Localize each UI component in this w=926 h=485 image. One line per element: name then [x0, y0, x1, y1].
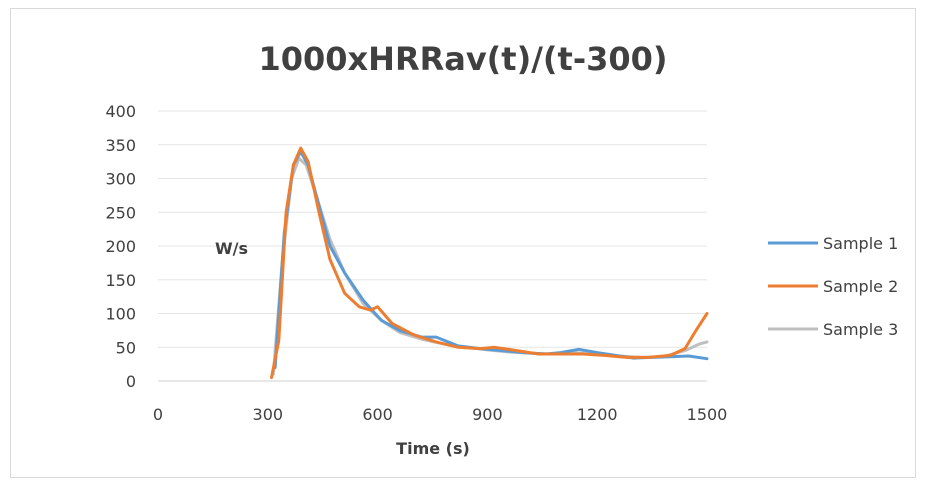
- x-tick-label: 600: [362, 405, 393, 424]
- legend-label-2: Sample 2: [823, 277, 898, 296]
- legend: Sample 1 Sample 2 Sample 3: [768, 234, 898, 339]
- y-tick-label: 150: [105, 271, 136, 290]
- y-tick-label: 350: [105, 136, 136, 155]
- series-line-2: [270, 146, 709, 380]
- chart-frame: [10, 8, 916, 478]
- y-tick-label: 300: [105, 170, 136, 189]
- legend-label-3: Sample 3: [823, 320, 898, 339]
- y-tick-label: 200: [105, 237, 136, 256]
- x-tick-label: 300: [253, 405, 284, 424]
- series-line-3: [271, 156, 709, 376]
- x-tick-labels: 0 300 600 900 1200 1500: [153, 405, 727, 424]
- x-axis-label: Time (s): [396, 439, 470, 458]
- y-axis-label: W/s: [215, 239, 248, 258]
- series-lines: [270, 146, 709, 380]
- gridlines: [158, 110, 707, 382]
- x-tick-label: 0: [153, 405, 163, 424]
- y-tick-label: 100: [105, 305, 136, 324]
- y-tick-label: 0: [126, 372, 136, 391]
- y-tick-label: 400: [105, 102, 136, 121]
- x-tick-label: 1500: [687, 405, 728, 424]
- x-tick-label: 1200: [577, 405, 618, 424]
- chart-title: 1000xHRRav(t)/(t-300): [258, 40, 667, 78]
- y-tick-label: 250: [105, 203, 136, 222]
- y-tick-labels: 0 50 100 150 200 250 300 350 400: [105, 102, 136, 391]
- legend-label-1: Sample 1: [823, 234, 898, 253]
- y-tick-label: 50: [116, 338, 136, 357]
- x-tick-label: 900: [472, 405, 503, 424]
